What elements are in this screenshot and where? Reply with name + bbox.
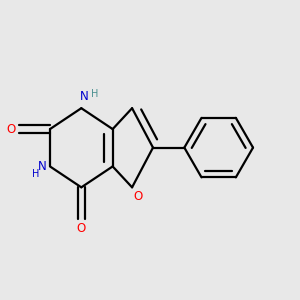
Text: H: H: [91, 89, 98, 99]
Text: O: O: [134, 190, 143, 203]
Text: O: O: [77, 222, 86, 235]
Text: H: H: [32, 169, 39, 179]
Text: N: N: [80, 90, 89, 103]
Text: O: O: [6, 123, 16, 136]
Text: N: N: [38, 160, 47, 173]
